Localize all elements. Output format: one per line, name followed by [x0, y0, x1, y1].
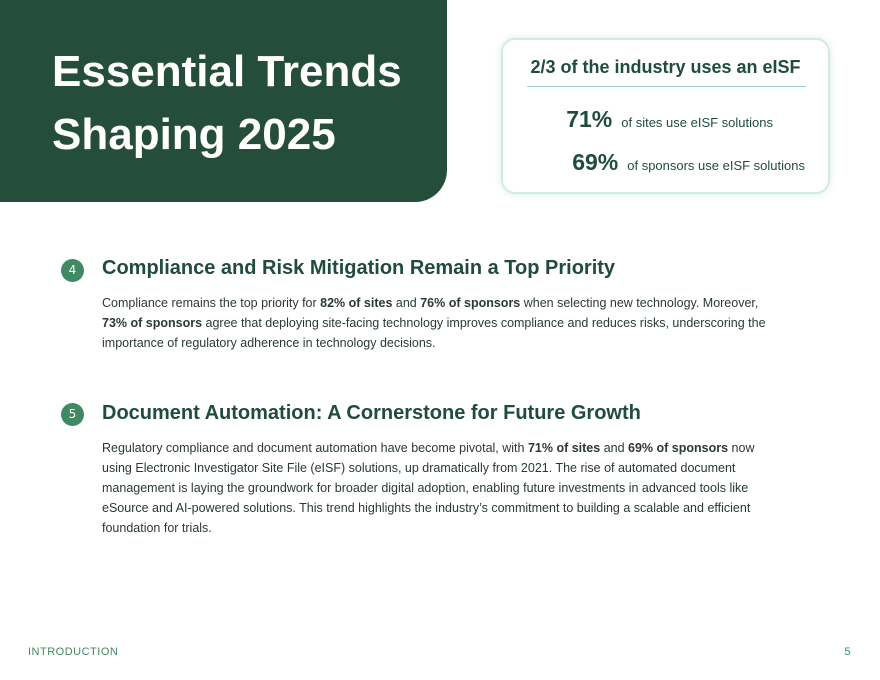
stat-label: of sites use eISF solutions: [621, 115, 773, 130]
title-line: Shaping 2025: [52, 110, 336, 159]
page-number: 5: [844, 646, 851, 658]
section-number: 5: [61, 403, 84, 426]
text-run: Compliance remains the top priority for: [102, 296, 321, 310]
stat: 71% of sites use eISF solutions: [566, 106, 773, 133]
divider: [527, 86, 806, 87]
section-body: Compliance remains the top priority for …: [102, 293, 770, 353]
stat-card: 2/3 of the industry uses an eISF 71% of …: [501, 38, 830, 194]
section-heading: Document Automation: A Cornerstone for F…: [102, 402, 641, 424]
emphasis: 73% of sponsors: [102, 316, 203, 330]
stat-label: of sponsors use eISF solutions: [627, 158, 805, 173]
text-run: and: [392, 296, 421, 310]
text-run: and: [600, 441, 629, 455]
stat-value: 71%: [566, 106, 613, 132]
text-run: Regulatory compliance and document autom…: [102, 441, 528, 455]
emphasis: 69% of sponsors: [628, 441, 729, 455]
section-heading: Compliance and Risk Mitigation Remain a …: [102, 257, 616, 279]
hero-block: Essential Trends Shaping 2025: [0, 0, 447, 202]
emphasis: 76% of sponsors: [420, 296, 521, 310]
footer-section: INTRODUCTION: [28, 646, 119, 658]
text-run: when selecting new technology. Moreover,: [520, 296, 759, 310]
stat-value: 69%: [572, 149, 619, 175]
section-number: 4: [61, 259, 84, 282]
stat: 69% of sponsors use eISF solutions: [572, 149, 805, 176]
text-run: now using Electronic Investigator Site F…: [102, 441, 755, 535]
emphasis: 82% of sites: [320, 296, 393, 310]
card-title: 2/3 of the industry uses an eISF: [530, 57, 801, 77]
section-body: Regulatory compliance and document autom…: [102, 438, 770, 538]
text-run: agree that deploying site-facing technol…: [102, 316, 766, 350]
title-line: Essential Trends: [52, 47, 402, 96]
emphasis: 71% of sites: [527, 441, 601, 455]
